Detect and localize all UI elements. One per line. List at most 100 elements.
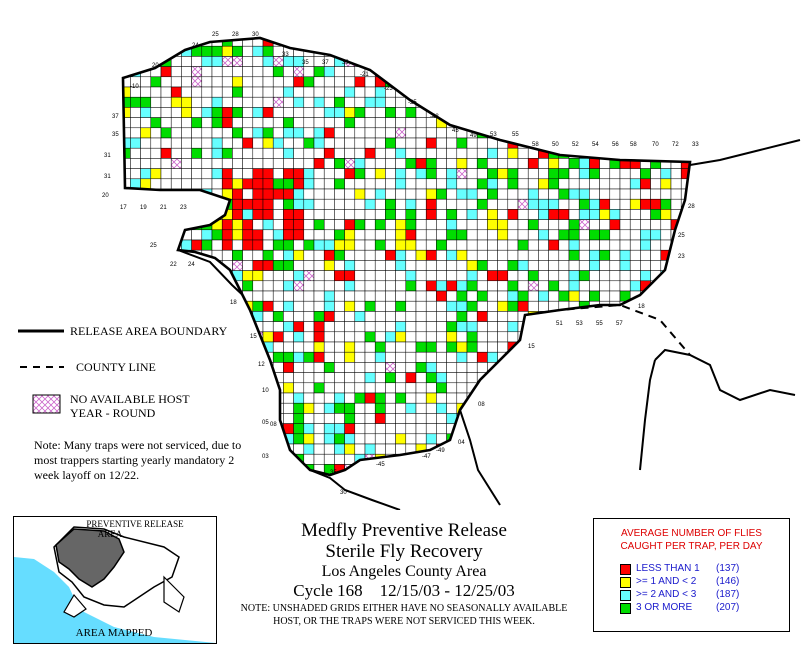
grid-cell (476, 321, 488, 333)
grid-cell (221, 382, 233, 394)
grid-cell (548, 96, 560, 108)
grid-cell (436, 311, 447, 322)
grid-cell (446, 331, 458, 343)
grid-cell (374, 351, 386, 363)
grid-cell (497, 290, 509, 302)
grid-cell (232, 392, 243, 404)
grid-cell (344, 107, 356, 118)
grid-cell (578, 188, 590, 200)
grid-cell (181, 66, 192, 78)
grid-cell (425, 239, 437, 251)
grid-cell (629, 362, 641, 373)
grid-cell (181, 158, 192, 169)
grid-cell (507, 321, 519, 333)
grid-cell (160, 38, 172, 47)
grid-cell (313, 341, 325, 353)
grid-cell (123, 341, 131, 353)
grid-cell (619, 270, 631, 282)
grid-cell (640, 178, 651, 190)
grid-cell (242, 270, 254, 282)
grid-cell (323, 300, 335, 312)
grid-cell (303, 229, 315, 241)
grid-edge-label: 28 (232, 32, 239, 38)
grid-cell (242, 198, 254, 210)
grid-edge-label: 33 (692, 142, 699, 148)
grid-cell (476, 38, 488, 47)
legend-swatch-green (620, 603, 631, 614)
grid-cell (293, 362, 305, 373)
grid-cell (354, 311, 366, 322)
grid-cell (691, 475, 701, 485)
grid-cell (660, 300, 672, 312)
grid-cell (456, 300, 468, 312)
grid-cell (517, 433, 529, 445)
grid-cell (548, 464, 560, 475)
grid-cell (170, 127, 182, 139)
grid-cell (170, 290, 182, 302)
grid-cell (170, 96, 182, 108)
grid-cell (497, 56, 509, 67)
grid-cell (609, 280, 621, 292)
grid-cell (130, 311, 141, 322)
legend-label: >= 2 AND < 3 (636, 589, 697, 600)
grid-cell (283, 38, 294, 47)
grid-cell (568, 443, 580, 455)
grid-edge-label: 03 (262, 454, 269, 460)
grid-cell (405, 168, 417, 180)
grid-cell (527, 372, 539, 384)
grid-cell (589, 423, 600, 435)
grid-cell (650, 382, 662, 394)
grid-cell (425, 280, 437, 292)
grid-edge-label: 10 (262, 388, 269, 394)
grid-cell (680, 66, 690, 78)
grid-cell (395, 147, 407, 159)
grid-cell (680, 107, 690, 118)
grid-edge-label: 08 (270, 422, 277, 428)
grid-cell (548, 443, 560, 455)
grid-cell (578, 76, 590, 88)
grid-edge-label: 55 (596, 321, 603, 327)
grid-cell (303, 260, 315, 271)
grid-cell (110, 138, 120, 148)
grid-cell (283, 351, 294, 363)
grid-cell (313, 311, 325, 322)
grid-cell (323, 453, 335, 465)
grid-cell (201, 45, 213, 57)
grid-cell (191, 117, 203, 129)
grid-cell (283, 188, 294, 200)
grid-cell (650, 45, 662, 57)
grid-edge-label: 24 (188, 262, 195, 268)
grid-cell (456, 351, 468, 363)
grid-cell (140, 290, 152, 302)
grid-cell (466, 56, 478, 67)
grid-cell (609, 392, 621, 404)
grid-cell (140, 249, 152, 261)
grid-cell (599, 229, 611, 241)
grid-edge-label: -10 (130, 84, 139, 90)
grid-cell (221, 178, 233, 190)
grid-cell (293, 86, 305, 98)
grid-cell (558, 423, 570, 435)
grid-cell (568, 392, 580, 404)
grid-cell (507, 382, 519, 394)
grid-cell (181, 147, 192, 159)
grid-cell (436, 249, 447, 261)
grid-cell (293, 158, 305, 169)
grid-cell (395, 392, 407, 404)
grid-cell (527, 474, 539, 475)
grid-cell (497, 86, 509, 98)
grid-cell (323, 76, 335, 88)
grid-cell (425, 321, 437, 333)
grid-cell (303, 433, 315, 445)
grid-edge-label: -23 (384, 86, 393, 92)
grid-cell (385, 239, 396, 251)
title-line-4: Cycle 168 12/15/03 - 12/25/03 (293, 581, 515, 600)
grid-cell (293, 321, 305, 333)
grid-cell (374, 413, 386, 424)
grid-cell (201, 178, 213, 190)
grid-cell (578, 107, 590, 118)
grid-cell (323, 260, 335, 271)
grid-cell (548, 290, 560, 302)
grid-cell (262, 443, 274, 455)
grid-cell (548, 474, 560, 475)
